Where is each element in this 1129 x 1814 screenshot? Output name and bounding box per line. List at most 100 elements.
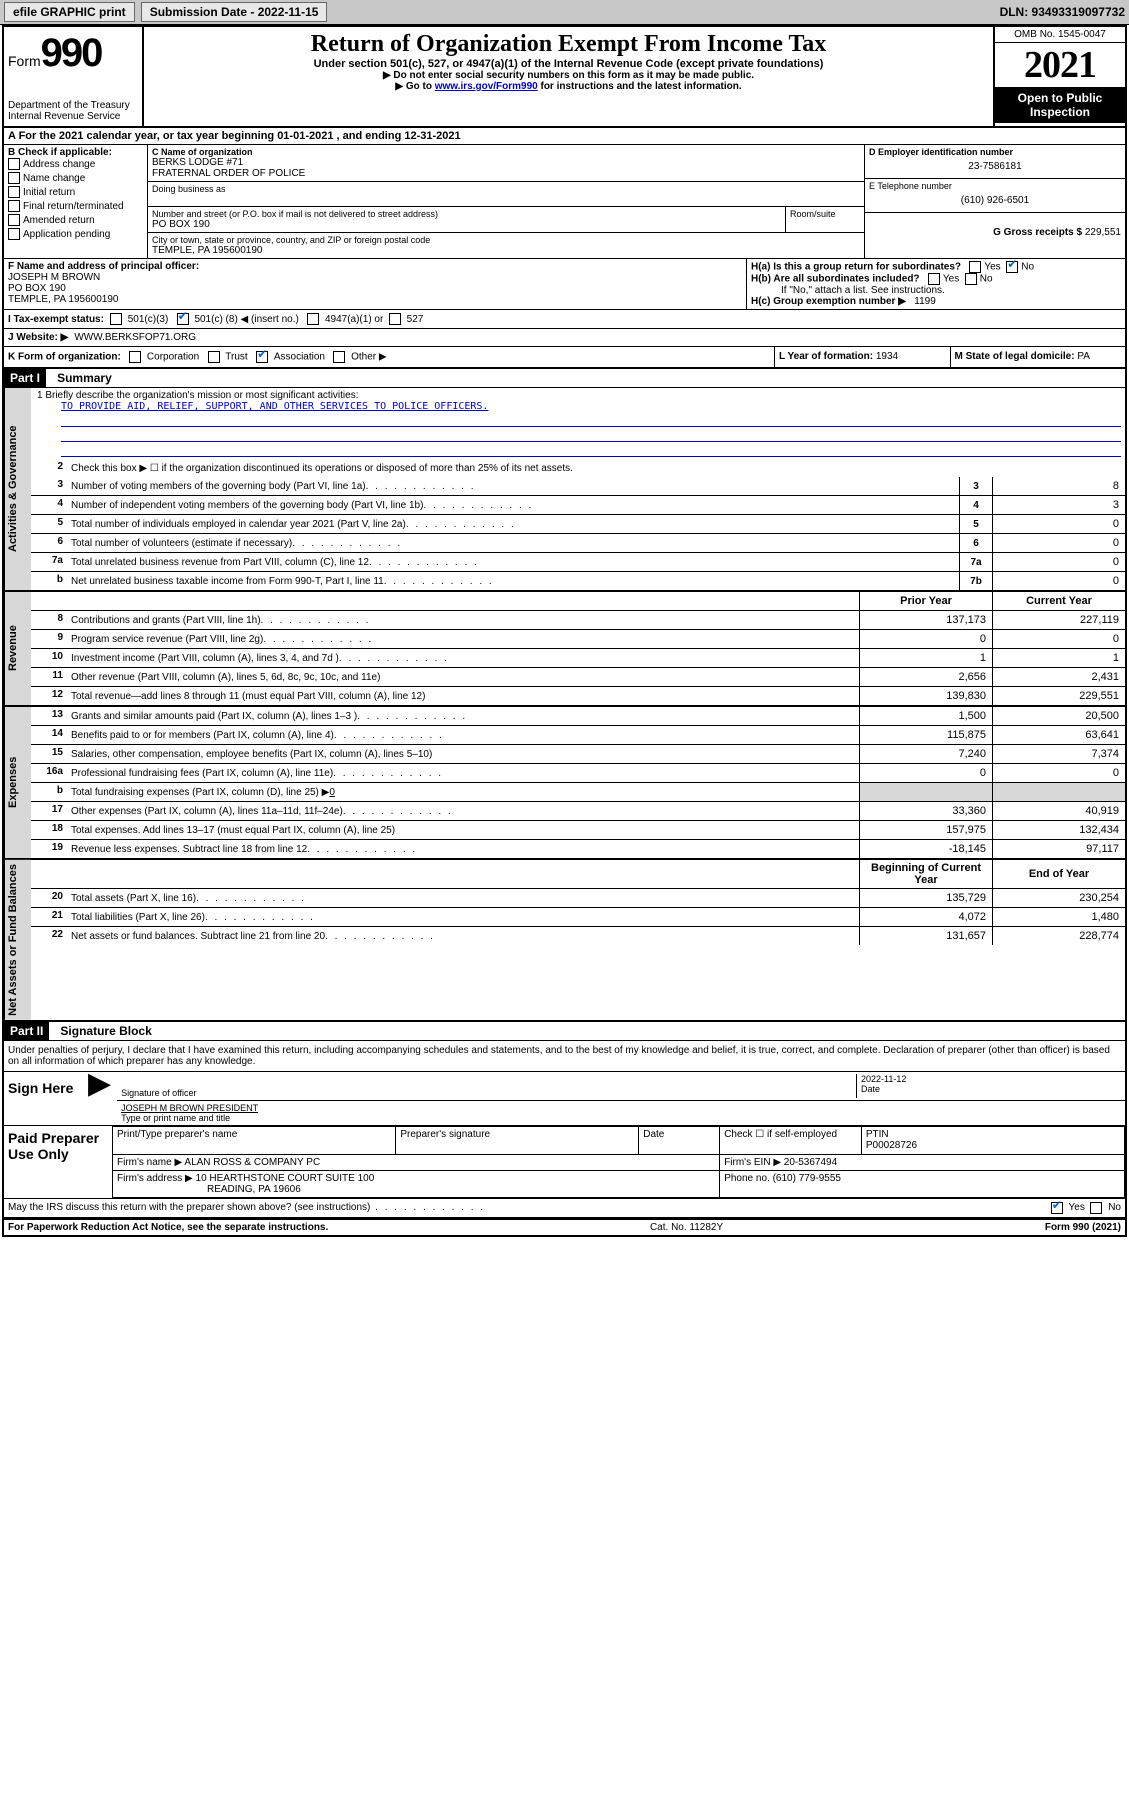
chk-initial-return[interactable]: Initial return <box>8 186 143 200</box>
box-f: F Name and address of principal officer:… <box>4 259 747 309</box>
sig-name: JOSEPH M BROWN PRESIDENT <box>121 1103 1121 1113</box>
ein-value: 23-7586181 <box>869 157 1121 176</box>
line-3: Number of voting members of the governin… <box>67 477 959 495</box>
c14: 63,641 <box>992 726 1125 744</box>
open-inspection: Open to PublicInspection <box>995 87 1125 123</box>
ptin-label: PTIN <box>866 1129 889 1140</box>
vtab-revenue: Revenue <box>4 592 31 705</box>
line-10: Investment income (Part VIII, column (A)… <box>67 649 859 667</box>
c9: 0 <box>992 630 1125 648</box>
val-7b: 0 <box>992 572 1125 590</box>
c21: 1,480 <box>992 908 1125 926</box>
line-11: Other revenue (Part VIII, column (A), li… <box>67 668 859 686</box>
paid-preparer-block: Paid Preparer Use Only Print/Type prepar… <box>4 1126 1125 1199</box>
ptin-value: P00028726 <box>866 1140 917 1151</box>
p22: 131,657 <box>859 927 992 945</box>
line-17: Other expenses (Part IX, column (A), lin… <box>67 802 859 820</box>
c20: 230,254 <box>992 889 1125 907</box>
discuss-no-checkbox[interactable] <box>1090 1202 1102 1214</box>
city-state-zip: TEMPLE, PA 195600190 <box>152 245 860 256</box>
section-net-assets: Net Assets or Fund Balances Beginning of… <box>4 860 1125 1022</box>
penalty-statement: Under penalties of perjury, I declare th… <box>4 1041 1125 1072</box>
c11: 2,431 <box>992 668 1125 686</box>
chk-application-pending[interactable]: Application pending <box>8 228 143 242</box>
state-domicile: PA <box>1077 351 1090 362</box>
firm-phone-label: Phone no. <box>724 1173 770 1184</box>
firm-addr2: READING, PA 19606 <box>117 1184 715 1195</box>
col-prior-year: Prior Year <box>859 592 992 610</box>
org-name-2: FRATERNAL ORDER OF POLICE <box>152 168 860 179</box>
discuss-yes-checkbox[interactable] <box>1051 1202 1063 1214</box>
ein-label: D Employer identification number <box>869 147 1121 157</box>
firm-ein-label: Firm's EIN ▶ <box>724 1157 781 1168</box>
line-12: Total revenue—add lines 8 through 11 (mu… <box>67 687 859 705</box>
line-9: Program service revenue (Part VIII, line… <box>67 630 859 648</box>
addr-label: Number and street (or P.O. box if mail i… <box>152 209 781 219</box>
firm-phone: (610) 779-9555 <box>773 1173 841 1184</box>
discuss-row: May the IRS discuss this return with the… <box>4 1199 1125 1219</box>
box-b: B Check if applicable: Address change Na… <box>4 145 148 258</box>
c22: 228,774 <box>992 927 1125 945</box>
officer-addr2: TEMPLE, PA 195600190 <box>8 294 742 305</box>
chk-527[interactable] <box>389 313 401 325</box>
header-left: Form990 Department of the Treasury Inter… <box>4 27 144 126</box>
irs-link[interactable]: www.irs.gov/Form990 <box>435 81 538 92</box>
top-toolbar: efile GRAPHIC print Submission Date - 20… <box>0 0 1129 25</box>
p9: 0 <box>859 630 992 648</box>
line-m-label: M State of legal domicile: <box>955 351 1075 362</box>
sig-name-label: Type or print name and title <box>121 1113 1121 1123</box>
chk-name-change[interactable]: Name change <box>8 172 143 186</box>
box-h: H(a) Is this a group return for subordin… <box>747 259 1125 309</box>
chk-501c3[interactable] <box>110 313 122 325</box>
vtab-governance: Activities & Governance <box>4 388 31 590</box>
p18: 157,975 <box>859 821 992 839</box>
mission-question: 1 Briefly describe the organization's mi… <box>37 390 1121 401</box>
p12: 139,830 <box>859 687 992 705</box>
ha-no-checkbox[interactable] <box>1006 261 1018 273</box>
subtitle-3: ▶ Go to www.irs.gov/Form990 for instruct… <box>150 81 987 92</box>
line-klm: K Form of organization: Corporation Trus… <box>4 347 1125 369</box>
chk-trust[interactable] <box>208 351 220 363</box>
officer-name: JOSEPH M BROWN <box>8 272 742 283</box>
city-label: City or town, state or province, country… <box>152 235 860 245</box>
chk-501c[interactable] <box>177 313 189 325</box>
c17: 40,919 <box>992 802 1125 820</box>
mission-text: TO PROVIDE AID, RELIEF, SUPPORT, AND OTH… <box>61 401 1121 412</box>
chk-address-change[interactable]: Address change <box>8 158 143 172</box>
val-4: 3 <box>992 496 1125 514</box>
line-i: I Tax-exempt status: 501(c)(3) 501(c) (8… <box>4 310 1125 329</box>
firm-addr1: 10 HEARTHSTONE COURT SUITE 100 <box>196 1173 375 1184</box>
gross-receipts-label: G Gross receipts $ <box>993 227 1082 238</box>
chk-final-return[interactable]: Final return/terminated <box>8 200 143 214</box>
efile-print-button[interactable]: efile GRAPHIC print <box>4 2 135 22</box>
chk-corporation[interactable] <box>129 351 141 363</box>
org-name-label: C Name of organization <box>152 147 860 157</box>
form-prefix: Form <box>8 53 41 69</box>
submission-date-button[interactable]: Submission Date - 2022-11-15 <box>141 2 328 22</box>
chk-association[interactable] <box>256 351 268 363</box>
preparer-table: Print/Type preparer's name Preparer's si… <box>112 1126 1125 1198</box>
chk-other[interactable] <box>333 351 345 363</box>
prep-date-label: Date <box>643 1129 664 1140</box>
c12: 229,551 <box>992 687 1125 705</box>
sig-date: 2022-11-12 <box>861 1074 1121 1084</box>
chk-4947[interactable] <box>307 313 319 325</box>
sig-date-label: Date <box>861 1084 1121 1094</box>
line-13: Grants and similar amounts paid (Part IX… <box>67 707 859 725</box>
p17: 33,360 <box>859 802 992 820</box>
p10: 1 <box>859 649 992 667</box>
prep-name-label: Print/Type preparer's name <box>117 1129 237 1140</box>
phone-value: (610) 926-6501 <box>869 191 1121 210</box>
form-page: Form990 Department of the Treasury Inter… <box>2 25 1127 1237</box>
dba-label: Doing business as <box>152 184 860 194</box>
line-k-label: K Form of organization: <box>8 352 121 363</box>
firm-addr-label: Firm's address ▶ <box>117 1173 193 1184</box>
val-3: 8 <box>992 477 1125 495</box>
line-8: Contributions and grants (Part VIII, lin… <box>67 611 859 629</box>
col-end: End of Year <box>992 860 1125 888</box>
sign-here-block: Sign Here ▶ Signature of officer 2022-11… <box>4 1072 1125 1126</box>
firm-name-label: Firm's name ▶ <box>117 1157 182 1168</box>
c19: 97,117 <box>992 840 1125 858</box>
chk-amended-return[interactable]: Amended return <box>8 214 143 228</box>
prep-self-employed: Check ☐ if self-employed <box>724 1129 837 1140</box>
